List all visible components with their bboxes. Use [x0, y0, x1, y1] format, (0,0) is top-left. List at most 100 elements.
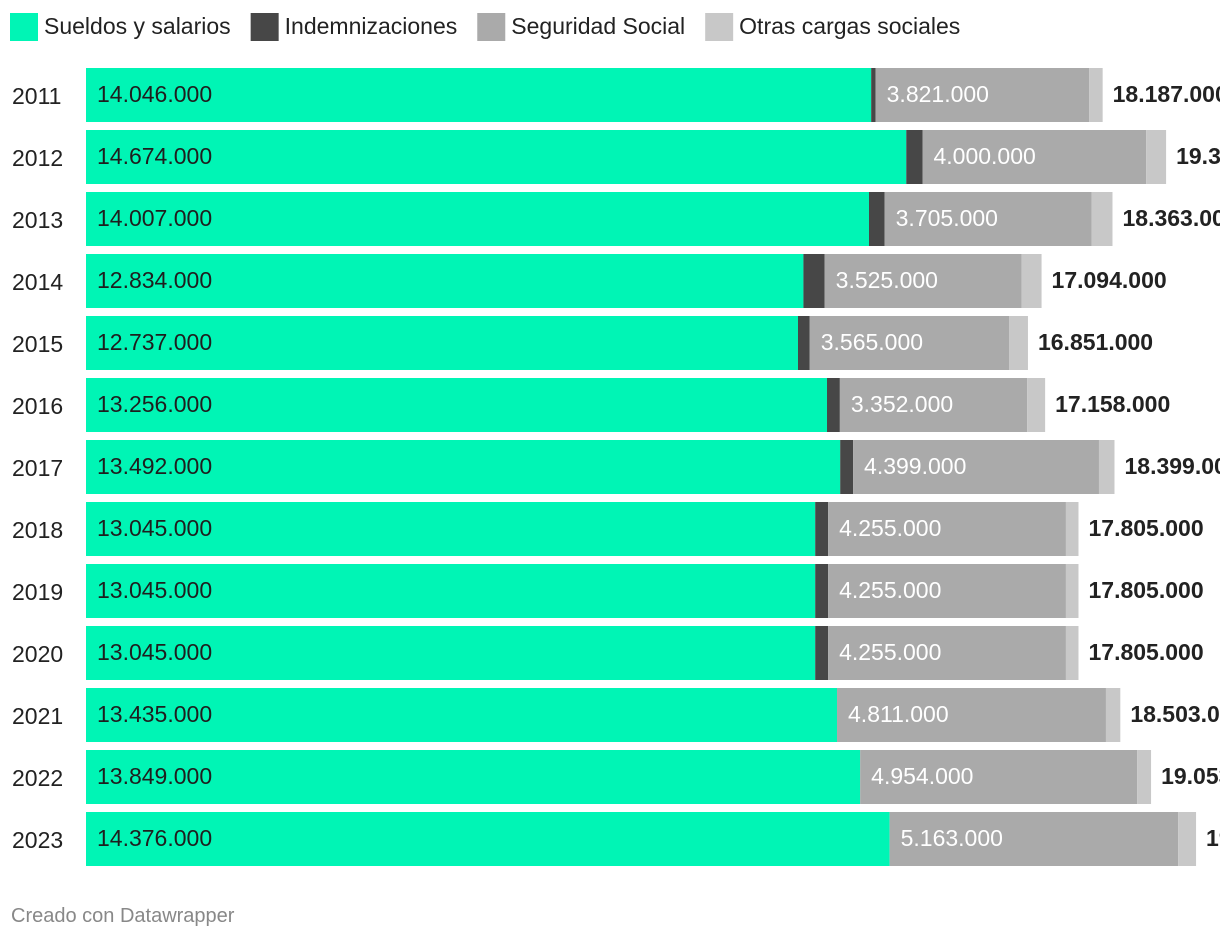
bar-segment-indemnizaciones	[868, 192, 885, 246]
bar-row-2018: 2018 13.045.000 4.255.000 17.805.000	[12, 502, 1204, 556]
total-label: 18.187.000	[1113, 81, 1220, 107]
bar-row-2023: 2023 14.376.000 5.163.000 19.858.000	[12, 812, 1220, 866]
legend-swatch-seguridad-social	[477, 13, 506, 41]
legend-swatch-indemnizaciones	[250, 13, 279, 41]
bar-row-2017: 2017 13.492.000 4.399.000 18.399.000	[12, 440, 1220, 494]
bar-segment-seguridad-social	[824, 254, 1022, 308]
year-label: 2011	[12, 83, 61, 109]
bar-segment-indemnizaciones	[815, 564, 829, 618]
year-label: 2018	[12, 517, 63, 543]
total-label: 19.858.000	[1206, 825, 1220, 851]
total-label: 18.503.000	[1130, 701, 1220, 727]
total-label: 18.399.000	[1125, 453, 1220, 479]
bar-segment-seguridad-social	[809, 316, 1010, 370]
bar-row-2014: 2014 12.834.000 3.525.000 17.094.000	[12, 254, 1167, 308]
bar-row-2022: 2022 13.849.000 4.954.000 19.053.000	[12, 750, 1220, 804]
bar-segment-seguridad-social	[875, 68, 1090, 122]
bar-label-seguridad-social: 4.000.000	[933, 143, 1035, 169]
bar-segment-sueldos-y-salarios	[86, 68, 872, 122]
legend: Sueldos y salarios Indemnizaciones Segurid…	[10, 13, 960, 41]
bar-segment-otras-cargas-sociales	[1178, 812, 1197, 866]
bar-label-seguridad-social: 5.163.000	[901, 825, 1003, 851]
bar-segment-otras-cargas-sociales	[1089, 68, 1103, 122]
bar-label-sueldos-y-salarios: 13.045.000	[97, 515, 212, 541]
bar-segment-otras-cargas-sociales	[1021, 254, 1042, 308]
bar-label-sueldos-y-salarios: 14.007.000	[97, 205, 212, 231]
bar-segment-indemnizaciones	[871, 68, 876, 122]
year-label: 2017	[12, 455, 63, 481]
legend-label-seguridad-social: Seguridad Social	[511, 13, 685, 39]
bar-segment-sueldos-y-salarios	[86, 750, 861, 804]
bar-segment-seguridad-social	[828, 626, 1066, 680]
bar-label-seguridad-social: 3.705.000	[896, 205, 998, 231]
bar-label-seguridad-social: 4.811.000	[848, 701, 949, 727]
bar-segment-seguridad-social	[884, 192, 1092, 246]
total-label: 16.851.000	[1038, 329, 1153, 355]
bar-segment-seguridad-social	[922, 130, 1147, 184]
year-label: 2022	[12, 765, 63, 791]
bar-label-sueldos-y-salarios: 14.674.000	[97, 143, 212, 169]
bar-segment-seguridad-social	[828, 564, 1066, 618]
bar-label-seguridad-social: 3.352.000	[851, 391, 953, 417]
bar-segment-indemnizaciones	[827, 378, 840, 432]
year-label: 2015	[12, 331, 63, 357]
bar-row-2021: 2021 13.435.000 4.811.000 18.503.000	[12, 688, 1220, 742]
year-label: 2023	[12, 827, 63, 853]
bar-segment-indemnizaciones	[803, 254, 825, 308]
bar-segment-seguridad-social	[860, 750, 1138, 804]
bar-segment-sueldos-y-salarios	[86, 812, 890, 866]
year-label: 2021	[12, 703, 63, 729]
bar-label-sueldos-y-salarios: 13.045.000	[97, 639, 212, 665]
bar-label-seguridad-social: 4.399.000	[864, 453, 966, 479]
legend-swatch-sueldos-y-salarios	[10, 13, 38, 41]
bar-segment-sueldos-y-salarios	[86, 316, 798, 370]
bar-segment-otras-cargas-sociales	[1146, 130, 1167, 184]
bar-segment-otras-cargas-sociales	[1091, 192, 1113, 246]
legend-label-sueldos-y-salarios: Sueldos y salarios	[44, 13, 231, 39]
bar-segment-otras-cargas-sociales	[1137, 750, 1152, 804]
bar-segment-seguridad-social	[828, 502, 1066, 556]
bar-segment-otras-cargas-sociales	[1065, 564, 1079, 618]
bar-label-seguridad-social: 4.255.000	[839, 577, 941, 603]
total-label: 17.805.000	[1089, 515, 1204, 541]
bar-segment-seguridad-social	[839, 378, 1028, 432]
bar-row-2015: 2015 12.737.000 3.565.000 16.851.000	[12, 316, 1153, 370]
footer-credit: Creado con Datawrapper	[11, 905, 235, 927]
total-label: 19.053.000	[1161, 763, 1220, 789]
bar-label-sueldos-y-salarios: 13.435.000	[97, 701, 212, 727]
year-label: 2013	[12, 207, 63, 233]
bar-segment-indemnizaciones	[815, 626, 829, 680]
bar-segment-sueldos-y-salarios	[86, 254, 804, 308]
bar-segment-sueldos-y-salarios	[86, 626, 816, 680]
bar-segment-sueldos-y-salarios	[86, 564, 816, 618]
bar-label-seguridad-social: 4.255.000	[839, 515, 941, 541]
total-label: 18.363.000	[1122, 205, 1220, 231]
legend-label-indemnizaciones: Indemnizaciones	[285, 13, 458, 39]
bar-segment-sueldos-y-salarios	[86, 130, 907, 184]
bar-label-sueldos-y-salarios: 13.256.000	[97, 391, 212, 417]
year-label: 2019	[12, 579, 63, 605]
bar-segment-otras-cargas-sociales	[1065, 502, 1079, 556]
bars: 2011 14.046.000 3.821.000 18.187.000 2012 14.…	[12, 68, 1220, 866]
year-label: 2020	[12, 641, 63, 667]
bar-segment-otras-cargas-sociales	[1009, 316, 1028, 370]
bar-label-sueldos-y-salarios: 13.492.000	[97, 453, 212, 479]
year-label: 2016	[12, 393, 63, 419]
year-label: 2012	[12, 145, 63, 171]
total-label: 17.094.000	[1052, 267, 1167, 293]
bar-label-seguridad-social: 3.821.000	[887, 81, 989, 107]
bar-row-2020: 2020 13.045.000 4.255.000 17.805.000	[12, 626, 1204, 680]
total-label: 17.158.000	[1055, 391, 1170, 417]
bar-row-2011: 2011 14.046.000 3.821.000 18.187.000	[12, 68, 1220, 122]
legend-swatch-otras-cargas-sociales	[705, 13, 734, 41]
bar-label-sueldos-y-salarios: 14.046.000	[97, 81, 212, 107]
bar-label-seguridad-social: 3.525.000	[836, 267, 938, 293]
bar-label-seguridad-social: 4.255.000	[839, 639, 941, 665]
bar-segment-seguridad-social	[837, 688, 1106, 742]
bar-row-2016: 2016 13.256.000 3.352.000 17.158.000	[12, 378, 1170, 432]
year-label: 2014	[12, 269, 63, 295]
bar-label-sueldos-y-salarios: 13.849.000	[97, 763, 212, 789]
bar-segment-otras-cargas-sociales	[1065, 626, 1079, 680]
bar-segment-otras-cargas-sociales	[1027, 378, 1046, 432]
